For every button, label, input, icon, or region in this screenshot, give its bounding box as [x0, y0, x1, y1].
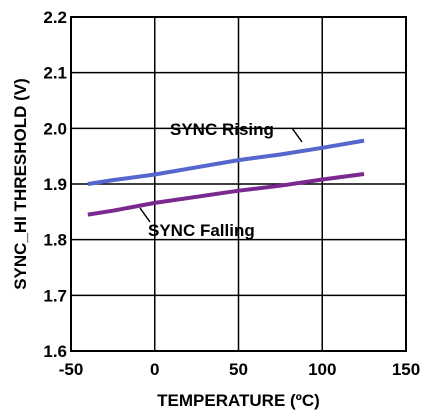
y-tick-label: 1.6: [43, 342, 67, 361]
x-tick-label: 50: [229, 360, 248, 379]
y-tick-label: 1.8: [43, 231, 67, 250]
series-line-0: [87, 138, 365, 186]
y-tick-label: 2.2: [43, 8, 67, 27]
series-layer: [87, 138, 365, 217]
y-tick-label: 1.9: [43, 175, 67, 194]
series-line-1: [87, 172, 365, 217]
y-tick-label: 1.7: [43, 286, 67, 305]
x-tick-label: 0: [150, 360, 159, 379]
tick-labels: -50 0 50 100 150 1.6 1.7 1.8 1.9 2.0 2.1 2.2: [43, 8, 420, 379]
x-axis-label: TEMPERATURE (ºC): [157, 391, 320, 410]
series-label-rising: SYNC Rising: [170, 120, 274, 139]
annotation-layer: SYNC Rising SYNC Falling: [139, 120, 303, 240]
plot-frame: [70, 16, 407, 352]
series-label-falling: SYNC Falling: [148, 221, 255, 240]
x-tick-label: 150: [392, 360, 420, 379]
y-tick-label: 2.0: [43, 119, 67, 138]
rising-leader-line: [291, 127, 303, 143]
grid: [71, 17, 406, 351]
y-tick-label: 2.1: [43, 64, 67, 83]
x-tick-label: -50: [59, 360, 84, 379]
x-tick-label: 100: [308, 360, 336, 379]
falling-leader-line: [139, 207, 151, 223]
y-axis-label: SYNC_HI THRESHOLD (V): [11, 78, 30, 290]
